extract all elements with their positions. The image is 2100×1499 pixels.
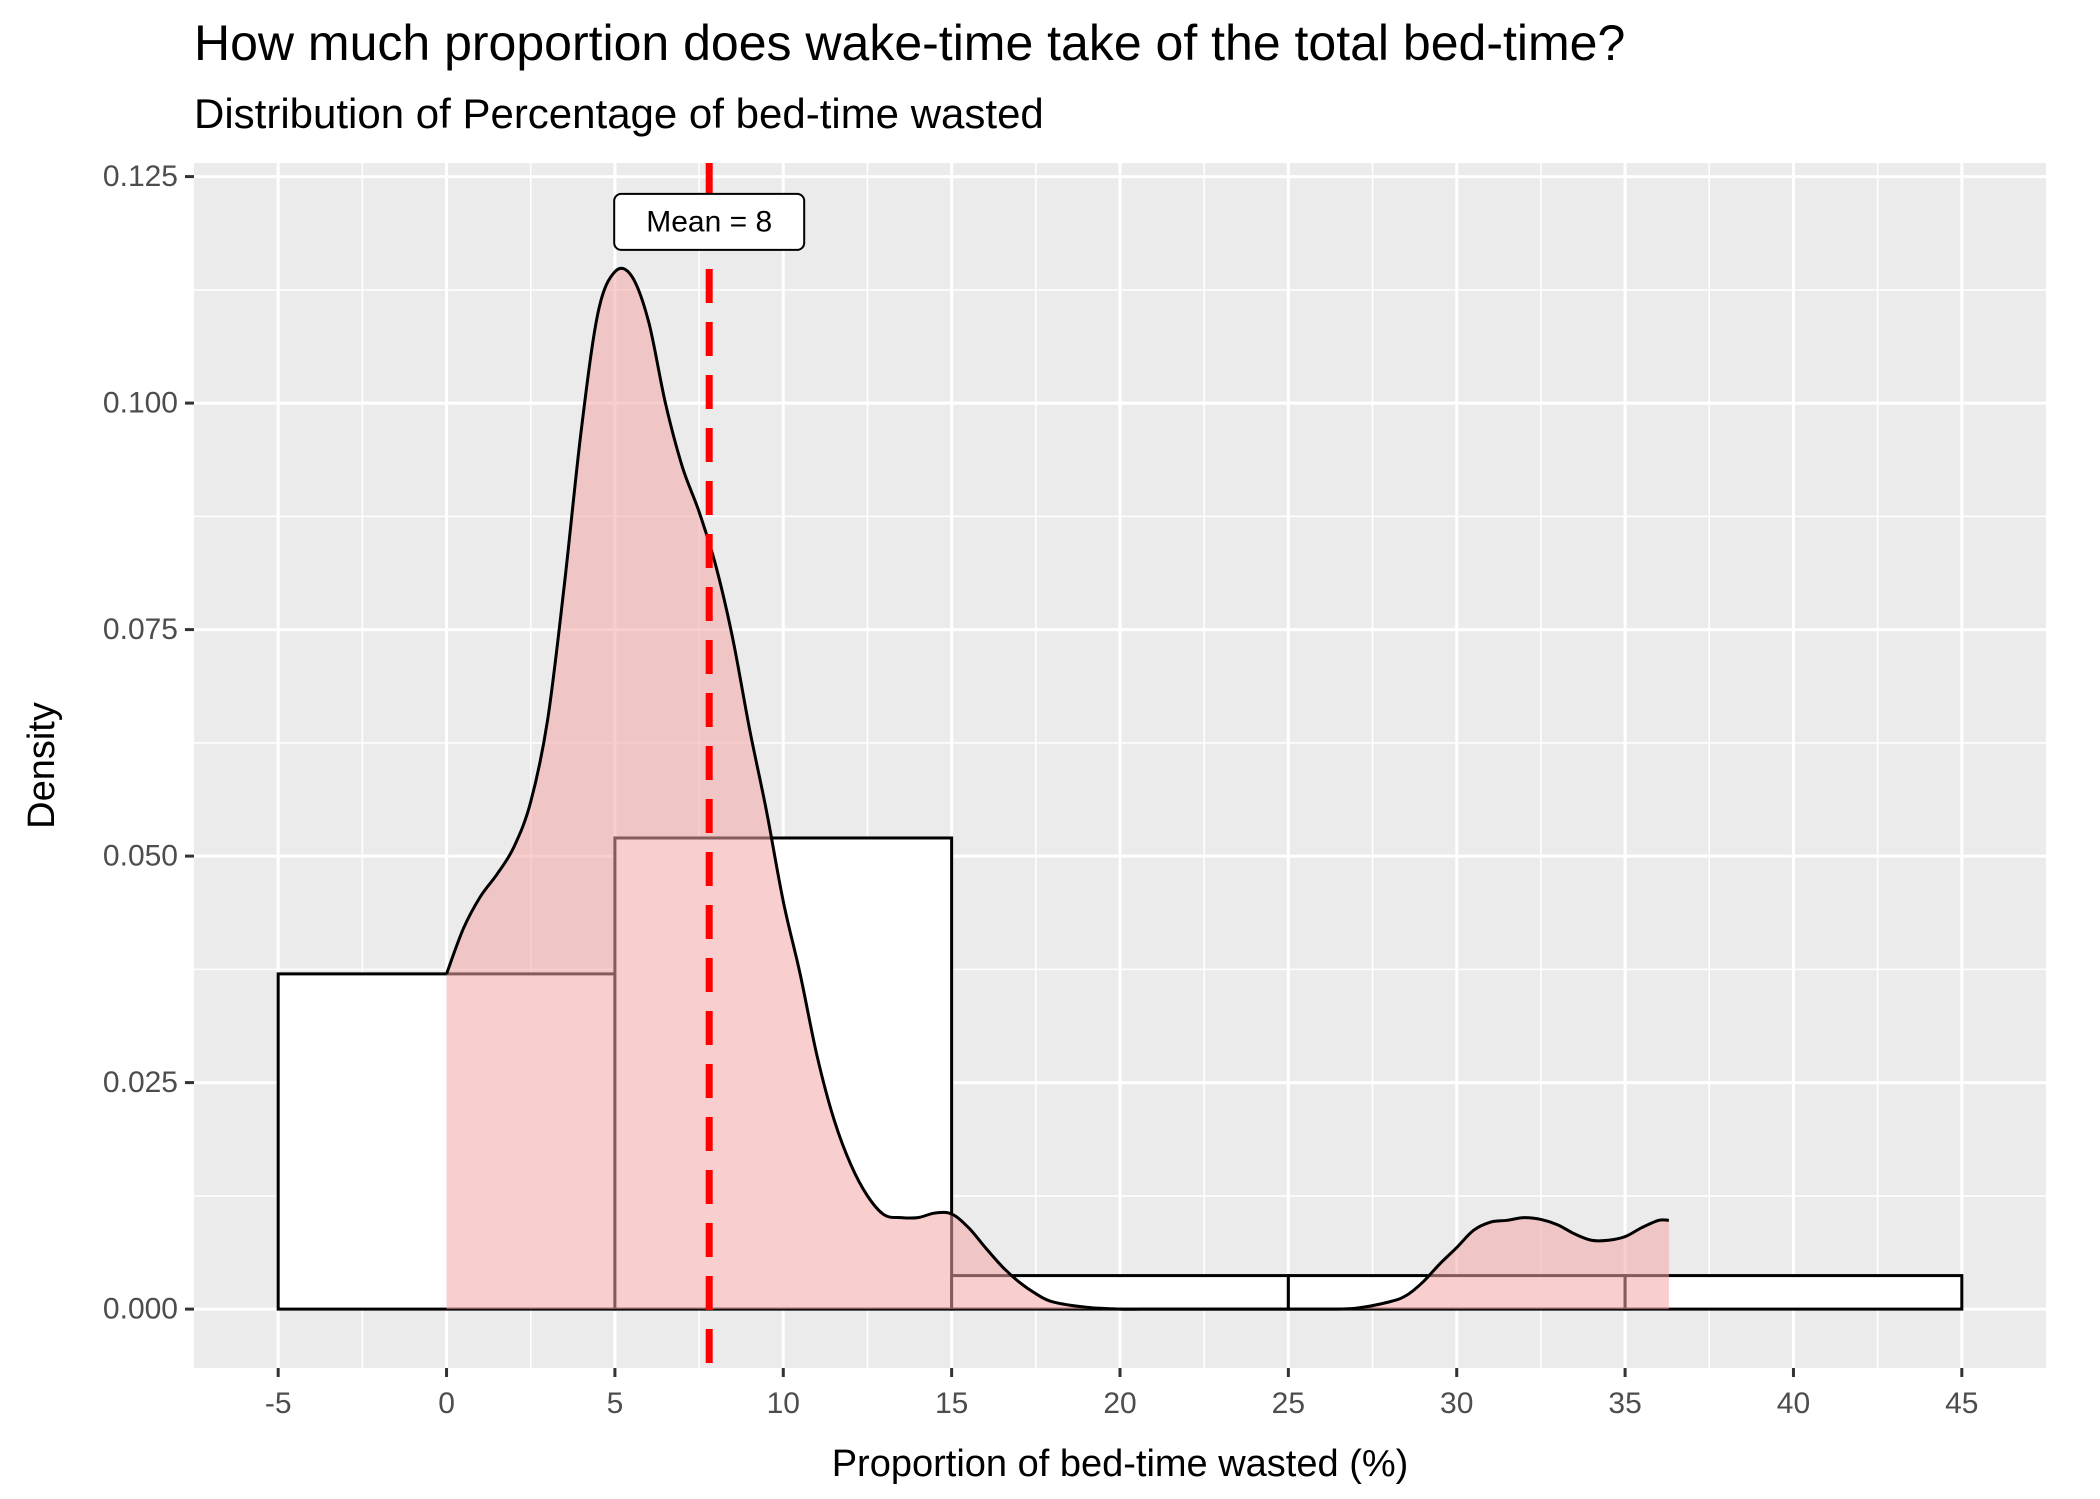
x-tick-label: 25	[1272, 1387, 1305, 1420]
y-tick-label: 0.075	[103, 613, 178, 646]
x-tick-label: 15	[935, 1387, 968, 1420]
y-tick-label: 0.025	[103, 1066, 178, 1099]
x-tick-label: 10	[767, 1387, 800, 1420]
axes: -5 0 5 10 15 20 25 30 35 40 45 0.000 0.025 0.050 0.075…	[103, 160, 1979, 1420]
x-tick-label: 0	[438, 1387, 455, 1420]
x-axis-title: Proportion of bed-time wasted (%)	[832, 1443, 1409, 1485]
density-area	[446, 268, 1669, 1310]
density-curve	[445, 266, 1669, 1311]
x-tick-label: 45	[1945, 1387, 1978, 1420]
y-tick-label: 0.100	[103, 387, 178, 420]
x-tick-label: 35	[1608, 1387, 1641, 1420]
density-layer	[445, 266, 1669, 1311]
mean-label: Mean = 8	[646, 205, 772, 238]
y-tick-label: 0.125	[103, 160, 178, 193]
histogram-bar	[1623, 1274, 1964, 1311]
chart-subtitle: Distribution of Percentage of bed-time w…	[194, 90, 1044, 137]
y-tick-label: 0.000	[103, 1293, 178, 1326]
chart-title: How much proportion does wake-time take …	[194, 15, 1626, 71]
x-tick-label: 20	[1103, 1387, 1136, 1420]
mean-annotation: Mean = 8	[613, 192, 806, 251]
x-tick-label: 30	[1440, 1387, 1473, 1420]
x-tick-label: 5	[607, 1387, 624, 1420]
x-tick-label: 40	[1777, 1387, 1810, 1420]
mean-label-box	[613, 192, 806, 251]
y-tick-label: 0.050	[103, 840, 178, 873]
y-axis-title: Density	[21, 702, 63, 829]
x-tick-label: -5	[265, 1387, 292, 1420]
